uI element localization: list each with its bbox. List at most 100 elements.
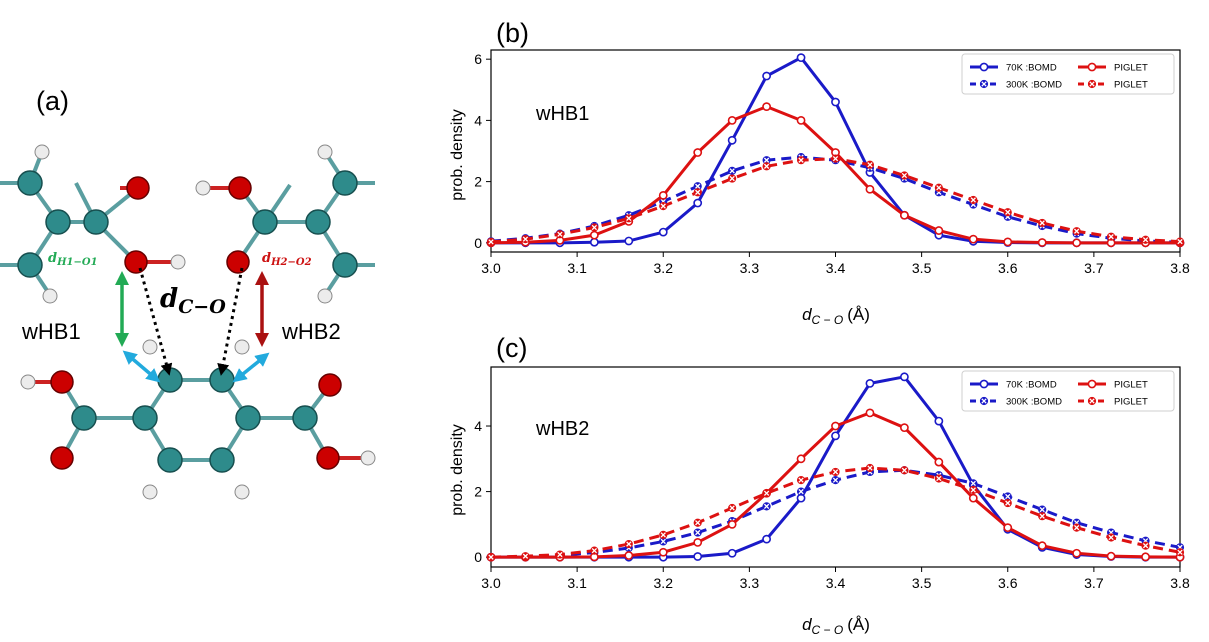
panel-b-letter: (b) [496,18,529,48]
chart-c-data-point [934,416,944,426]
chart-c-data-point [762,534,771,544]
chart-c-data-point [555,550,565,559]
chart-b-data-point [728,174,737,183]
chart-b-data-point [1038,218,1047,228]
chart-b-legend-marker [1087,62,1097,72]
chart-c-data-point [968,493,978,503]
chart-b-data-point [1175,237,1185,246]
chart-b-inset-label: wHB1 [535,103,589,125]
chart-b-legend-entry: PIGLET [1078,63,1148,74]
chart-b-series-3 [486,154,1185,246]
chart-c-data-point [934,474,943,483]
chart-b-data-point [1003,208,1012,217]
chart-c-y-tick-label: 4 [474,418,482,434]
chart-c-xlabel: dC − O (Å) [802,615,870,637]
chart-c-data-point [865,463,875,473]
chart-c-legend-entry: PIGLET [1078,397,1148,408]
chart-c-data-point [1106,551,1116,561]
chart-b-y-tick-label: 4 [474,112,482,128]
carbon-atom [209,447,235,473]
chart-c-x-tick-label: 3.5 [912,575,932,591]
panel-a: (a) [0,86,376,500]
chart-c-data-point [1037,541,1047,551]
hydrogen-atom [234,484,250,500]
chart-b-data-point [934,183,943,192]
carbon-atom [332,170,358,196]
chart-c-x-tick-label: 3.2 [654,575,674,591]
chart-b-data-point [796,156,806,165]
chart-c-data-point [624,539,633,549]
chart-c-data-point [727,519,737,529]
chart-c-data-point [796,487,806,496]
chart-c-data-point [1003,523,1013,533]
hydrogen-atom [42,288,58,304]
chart-c-legend-entry: 70K :BOMD [970,380,1057,391]
chart-c-y-tick-label: 0 [474,549,482,565]
chart-b-data-point [486,237,496,246]
chart-c-data-point [486,553,496,562]
hydrogen-atom [142,484,158,500]
chart-c-legend-label: 300K :BOMD [1006,397,1062,408]
oxygen-atom [226,250,250,274]
chart-b-y-tick-label: 6 [474,51,482,67]
chart-c-data-point [1072,523,1081,532]
carbon-atom [305,209,331,235]
chart-b-data-point [589,230,599,240]
hydrogen-atom [317,288,333,304]
hydrogen-atom [234,339,250,355]
chart-b-data-point [762,162,771,171]
chart-c-data-point [865,408,875,418]
chart-c-data-point [969,485,978,495]
chart-b-data-point [1037,238,1047,247]
chart-whb1: (b) wHB1 prob. density dC − O (Å) 3.0 3.1 3… [449,18,1190,327]
chart-b-y-tick-label: 0 [474,235,482,251]
chart-b-xlabel: dC − O (Å) [802,305,870,327]
oxygen-atom [50,370,74,394]
chart-c-x-tick-label: 3.6 [998,575,1018,591]
oxygen-atoms [50,176,342,470]
chart-c-y-tick-label: 2 [474,484,482,500]
chart-b-data-point [555,230,565,239]
chart-b-data-point [1072,227,1081,236]
chart-b-y-tick-label: 2 [474,174,482,190]
hydrogen-atom [20,374,36,390]
chart-c-data-point [1107,533,1116,542]
chart-b-axes: 3.0 3.1 3.2 3.3 3.4 3.5 3.6 3.7 3.8 0 2 4 6 [474,49,1190,276]
d-c-o-label: dC−O [160,284,226,318]
chart-whb2: (c) wHB2 prob. density dC − O (Å) 3.0 3.1 3… [449,333,1190,637]
chart-c-data-point [934,457,944,467]
d-h1-o1-label: dH1−O1 [48,251,98,268]
chart-c-legend-label: PIGLET [1114,380,1148,391]
chart-b-data-point [521,235,530,244]
carbon-atom [209,367,235,393]
panel-c-letter: (c) [496,333,527,363]
chart-b-data-point [590,223,599,232]
chart-c-data-point [693,538,703,547]
chart-b-data-point [762,71,771,81]
chart-c-data-point [1175,548,1185,557]
chart-c-legend-marker [1087,396,1097,406]
chart-b-legend-label: PIGLET [1114,63,1148,74]
carbon-atom [157,367,183,393]
chart-b-data-point [762,102,771,112]
chart-b-data-point [1072,238,1082,248]
chart-c-data-point [796,476,806,485]
chart-c-ylabel: prob. density [449,424,466,516]
hydrogen-atoms [20,144,376,500]
chart-c-data-point [658,547,668,557]
hydrogen-atom [142,339,158,355]
chart-b-x-tick-label: 3.0 [481,260,501,276]
chart-b-legend-label: 70K :BOMD [1006,63,1057,74]
chart-c-data-point [727,548,737,558]
chart-b-data-point [727,135,737,145]
chart-c-data-point [1141,541,1150,550]
chart-c-data-point [659,537,668,546]
dotted-arrow-right [217,267,244,376]
chart-b-data-point [865,160,875,169]
chart-c-data-point [865,378,875,388]
hydrogen-atom [195,180,211,196]
cyan-arrow-right [232,352,270,383]
chart-b-data-point [1107,232,1116,241]
chart-b-legend-marker [979,62,989,72]
